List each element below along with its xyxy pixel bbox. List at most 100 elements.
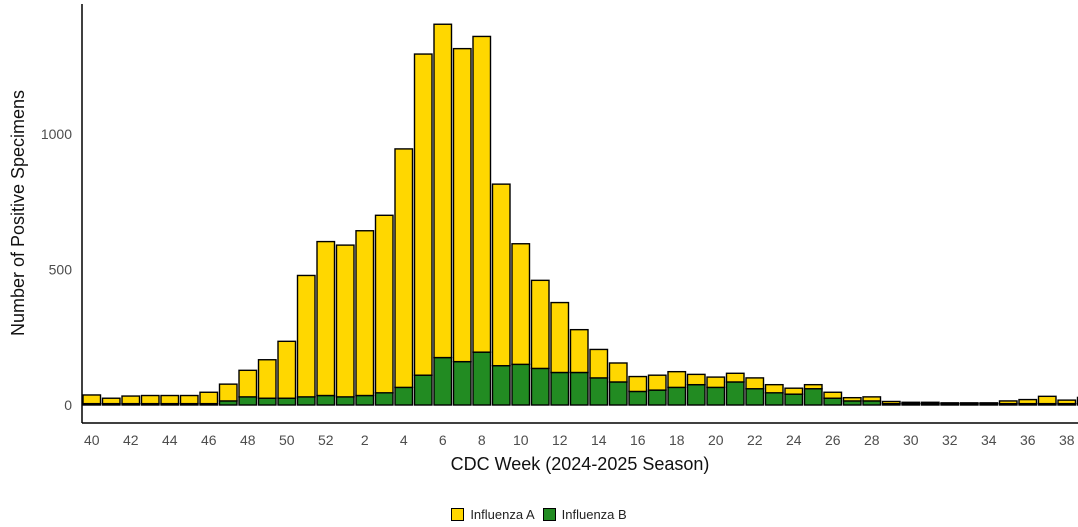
bar-influenza-b-week-6 — [433, 356, 453, 406]
bar-influenza-a-week-42 — [121, 395, 141, 405]
x-tick-label-week-36: 36 — [1020, 432, 1036, 448]
bar-influenza-a-week-32 — [940, 402, 960, 405]
x-tick-label-week-46: 46 — [201, 432, 217, 448]
bar-influenza-a-week-7 — [452, 47, 472, 363]
y-tick-label: 1000 — [41, 126, 72, 142]
bar-influenza-b-week-5 — [413, 374, 433, 406]
bars-layer — [82, 23, 1078, 406]
bar-influenza-b-week-7 — [452, 360, 472, 406]
x-tick-label-week-34: 34 — [981, 432, 997, 448]
bar-influenza-b-week-14 — [589, 377, 609, 406]
bar-influenza-b-week-52 — [316, 394, 336, 406]
bar-influenza-b-week-24 — [784, 393, 804, 406]
bar-influenza-a-week-28 — [862, 396, 882, 402]
x-tick-label-week-22: 22 — [747, 432, 763, 448]
x-tick-label-week-12: 12 — [552, 432, 568, 448]
bar-influenza-b-week-1 — [335, 396, 355, 406]
x-tick-label-week-4: 4 — [400, 432, 408, 448]
bar-influenza-b-week-19 — [686, 383, 706, 406]
bar-influenza-a-week-15 — [608, 362, 628, 383]
legend-swatch-influenza-a — [451, 507, 465, 521]
bar-influenza-a-week-27 — [842, 396, 862, 402]
bar-influenza-a-week-5 — [413, 53, 433, 376]
bar-influenza-b-week-8 — [472, 351, 492, 406]
bar-influenza-a-week-37 — [1037, 395, 1057, 405]
bar-influenza-b-week-16 — [628, 390, 648, 406]
bar-influenza-a-week-8 — [472, 35, 492, 353]
bar-influenza-b-week-48 — [238, 396, 258, 406]
bar-influenza-b-week-2 — [355, 394, 375, 406]
bar-influenza-b-week-21 — [725, 381, 745, 406]
bar-influenza-a-week-30 — [901, 401, 921, 405]
bar-influenza-b-week-9 — [491, 365, 511, 406]
x-tick-label-week-44: 44 — [162, 432, 178, 448]
bar-influenza-a-week-21 — [725, 372, 745, 383]
bar-influenza-a-week-23 — [764, 383, 784, 394]
x-tick-label-week-52: 52 — [318, 432, 334, 448]
bar-influenza-a-week-26 — [823, 391, 843, 399]
bar-influenza-a-week-49 — [257, 359, 277, 399]
bar-influenza-a-week-51 — [296, 274, 316, 398]
bar-influenza-a-week-13 — [569, 328, 589, 374]
bar-influenza-b-week-26 — [823, 397, 843, 406]
bar-influenza-a-week-43 — [140, 394, 160, 405]
bar-influenza-b-week-23 — [764, 392, 784, 406]
bar-influenza-a-week-10 — [511, 243, 531, 366]
x-tick-label-week-6: 6 — [439, 432, 447, 448]
bar-influenza-a-week-9 — [491, 183, 511, 367]
x-tick-label-week-24: 24 — [786, 432, 802, 448]
bar-influenza-b-week-13 — [569, 371, 589, 406]
bar-influenza-a-week-12 — [550, 301, 570, 374]
bar-influenza-a-week-36 — [1018, 398, 1038, 405]
y-tick-label: 500 — [49, 262, 73, 278]
x-tick-label-week-18: 18 — [669, 432, 685, 448]
x-tick-label-week-10: 10 — [513, 432, 529, 448]
bar-influenza-a-week-19 — [686, 373, 706, 386]
y-axis-ticks: 0 500 1000 — [41, 126, 72, 413]
bar-influenza-a-week-16 — [628, 375, 648, 393]
bar-influenza-b-week-15 — [608, 381, 628, 406]
legend-label-influenza-a: Influenza A — [470, 506, 535, 522]
x-tick-label-week-14: 14 — [591, 432, 607, 448]
bar-influenza-a-week-2 — [355, 230, 375, 397]
legend-item-influenza-b: Influenza B — [542, 507, 627, 522]
x-axis-ticks: 40 42 44 46 48 50 52 2 4 6 8 10 12 14 16 18 20 22 24 26 28 30… — [84, 432, 1075, 448]
bar-influenza-a-week-4 — [394, 148, 414, 389]
bar-influenza-a-week-18 — [667, 370, 687, 389]
x-tick-label-week-28: 28 — [864, 432, 880, 448]
legend: Influenza A Influenza B — [0, 504, 1078, 524]
bar-influenza-a-week-38 — [1057, 399, 1077, 405]
x-tick-label-week-8: 8 — [478, 432, 486, 448]
bar-influenza-a-week-50 — [277, 340, 297, 399]
x-tick-label-week-20: 20 — [708, 432, 724, 448]
bar-influenza-a-week-6 — [433, 23, 453, 359]
bar-influenza-a-week-17 — [647, 374, 667, 391]
x-tick-label-week-48: 48 — [240, 432, 256, 448]
bar-influenza-b-week-4 — [394, 386, 414, 406]
bar-influenza-a-week-1 — [335, 244, 355, 398]
x-tick-label-week-30: 30 — [903, 432, 919, 448]
bar-influenza-b-week-17 — [647, 389, 667, 406]
y-tick-label: 0 — [64, 397, 72, 413]
bar-influenza-a-week-29 — [881, 400, 901, 405]
x-tick-label-week-2: 2 — [361, 432, 369, 448]
bar-influenza-a-week-20 — [706, 376, 726, 389]
bar-influenza-a-week-41 — [101, 397, 121, 405]
bar-influenza-a-week-24 — [784, 387, 804, 395]
x-tick-label-week-38: 38 — [1059, 432, 1075, 448]
bar-influenza-a-week-14 — [589, 348, 609, 379]
bar-influenza-a-week-34 — [979, 402, 999, 405]
bar-influenza-b-week-51 — [296, 396, 316, 406]
legend-item-influenza-a: Influenza A — [451, 506, 535, 522]
x-tick-label-week-42: 42 — [123, 432, 139, 448]
bar-influenza-a-week-31 — [920, 401, 940, 405]
legend-swatch-influenza-b — [542, 507, 556, 521]
x-tick-label-week-32: 32 — [942, 432, 958, 448]
y-axis-title: Number of Positive Specimens — [8, 90, 28, 336]
bar-influenza-b-week-11 — [530, 367, 550, 406]
bar-influenza-a-week-52 — [316, 240, 336, 397]
bar-influenza-b-week-25 — [803, 388, 823, 406]
bar-influenza-a-week-33 — [959, 402, 979, 405]
bar-influenza-b-week-20 — [706, 386, 726, 406]
